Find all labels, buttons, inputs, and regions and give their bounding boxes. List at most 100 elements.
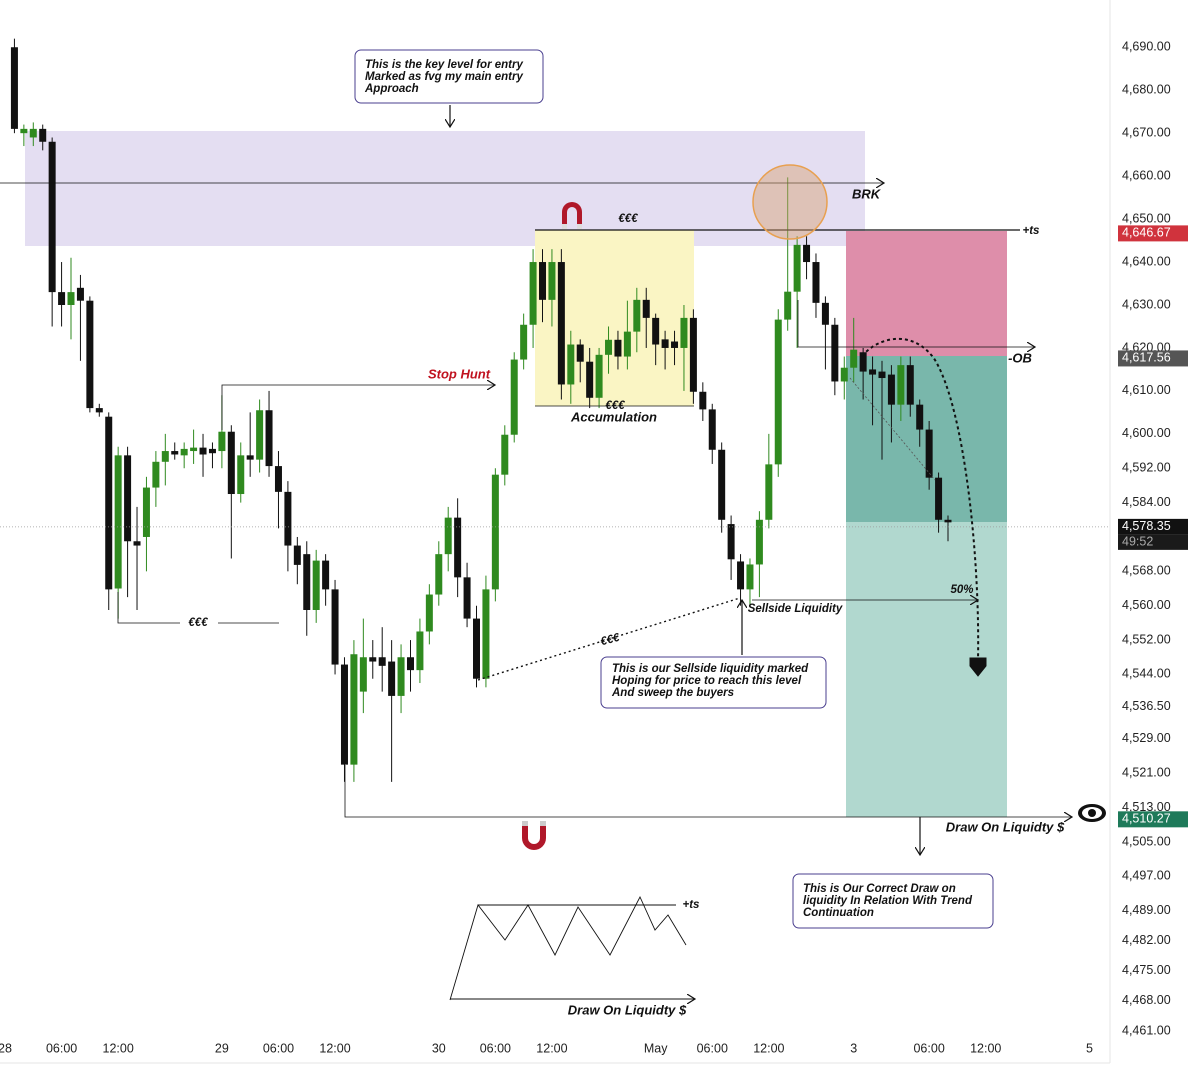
note-text: Hoping for price to reach this level (612, 675, 802, 687)
x-tick-label: 29 (215, 1041, 229, 1055)
candle-body (369, 657, 377, 662)
candle-body (39, 128, 47, 142)
candle-body (755, 519, 763, 565)
countdown-tag (1118, 534, 1188, 550)
note-box (792, 873, 994, 929)
candle-body (623, 331, 631, 357)
y-tick-label: 4,560.00 (1122, 598, 1171, 612)
candle-body (803, 244, 811, 263)
x-tick-label: 28 (0, 1041, 12, 1055)
candle-body (218, 431, 226, 452)
candle-body (746, 564, 754, 590)
y-tick-label: 4,544.00 (1122, 667, 1171, 681)
candle-body (114, 455, 122, 589)
candle-body (680, 317, 688, 348)
x-tick-label: May (644, 1041, 668, 1055)
y-tick-label: 4,497.00 (1122, 869, 1171, 883)
stop-hunt-label: Stop Hunt (428, 366, 491, 381)
countdown-label: 49:52 (1122, 535, 1153, 549)
candle-body (482, 589, 490, 679)
projection-curve (861, 337, 980, 661)
y-tick-label: 4,468.00 (1122, 993, 1171, 1007)
candle-body (86, 300, 94, 409)
candle-body (520, 324, 528, 360)
note-text: Approach (364, 83, 419, 95)
candle-body (529, 262, 537, 325)
draw-line (344, 765, 1072, 817)
candle-body (95, 408, 103, 413)
price-tag-label: 4,510.27 (1122, 812, 1171, 826)
candle-body (661, 339, 669, 348)
candle-body (595, 354, 603, 398)
candle-body (501, 434, 509, 475)
candle-body (812, 262, 820, 303)
candle-body (784, 291, 792, 320)
ts-label: +ts (683, 899, 700, 911)
price-tag-label: 4,617.56 (1122, 351, 1171, 365)
candle-body (303, 554, 311, 610)
candle-body (76, 287, 84, 301)
x-tick-label: 12:00 (753, 1041, 784, 1055)
price-tag (1118, 225, 1188, 242)
y-tick-label: 4,600.00 (1122, 426, 1171, 440)
candle-body (840, 367, 848, 382)
candle-body (180, 448, 188, 456)
y-tick-label: 4,650.00 (1122, 211, 1171, 225)
candle-body (444, 517, 452, 555)
ob-label: -OB (1008, 350, 1032, 365)
candle-body (246, 455, 254, 460)
y-tick-label: 4,475.00 (1122, 963, 1171, 977)
candle-body (916, 404, 924, 430)
candle-body (944, 519, 952, 523)
candle-body (133, 541, 141, 546)
eee-label: €€€ (599, 632, 621, 649)
stop-zone (846, 231, 1007, 356)
candle-body (539, 262, 547, 300)
candle-body (10, 47, 18, 129)
annotations (0, 49, 1072, 1000)
x-tick-label: 3 (850, 1041, 857, 1055)
candle-body (708, 409, 716, 450)
candle-body (284, 491, 292, 546)
candle-body (859, 352, 867, 372)
x-tick-label: 06:00 (46, 1041, 77, 1055)
candle-body (67, 292, 75, 305)
arrow-head (969, 657, 987, 677)
eye-icon (1078, 804, 1106, 822)
eee-label: €€€ (618, 213, 638, 225)
candle-body (586, 361, 594, 398)
accumulation-label: Accumulation (570, 409, 657, 424)
y-tick-label: 4,610.00 (1122, 383, 1171, 397)
candle-body (350, 654, 358, 765)
candle-body (737, 561, 745, 590)
x-tick-label: 12:00 (319, 1041, 350, 1055)
candle-body (227, 431, 235, 495)
note-text: This is the key level for entry (365, 59, 523, 71)
price-tag-label: 4,578.35 (1122, 519, 1171, 533)
candle-body (689, 317, 697, 392)
note-text: This is Our Correct Draw on (803, 883, 956, 895)
candle-body (397, 657, 405, 696)
brk-circle (752, 164, 828, 240)
candle-body (322, 560, 330, 590)
y-tick-label: 4,482.00 (1122, 933, 1171, 947)
candle-body (614, 339, 622, 357)
eee-label: €€€ (605, 400, 625, 412)
candle-body (652, 317, 660, 345)
note-box (354, 49, 544, 104)
candle-body (774, 319, 782, 465)
candle-body (171, 451, 179, 455)
note-text: Marked as fvg my main entry (365, 71, 523, 83)
candle-body (831, 324, 839, 382)
x-tick-label: 12:00 (970, 1041, 1001, 1055)
candle-body (887, 374, 895, 405)
candle-body (463, 577, 471, 619)
x-tick-label: 06:00 (697, 1041, 728, 1055)
candle-body (388, 661, 396, 696)
note-text: And sweep the buyers (611, 687, 734, 699)
ob-line (797, 300, 1035, 347)
eee-label: €€€ (188, 617, 208, 629)
candle-body (208, 448, 216, 454)
note-text: Continuation (803, 907, 874, 919)
